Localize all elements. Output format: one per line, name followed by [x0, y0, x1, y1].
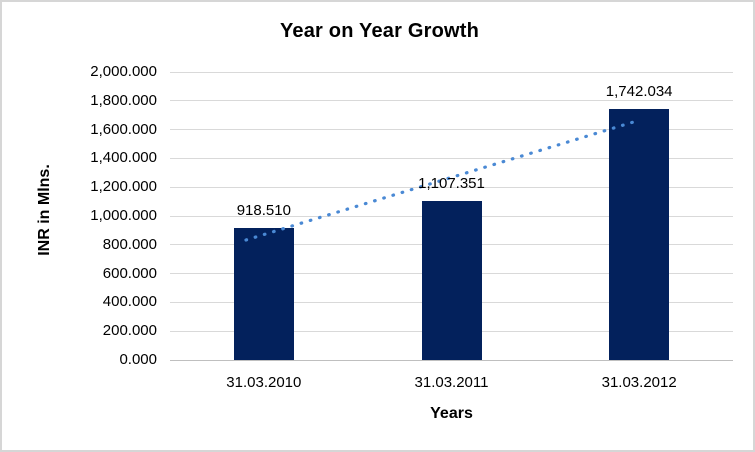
y-tick-label: 1,200.000: [90, 178, 157, 196]
x-axis-title: Years: [430, 405, 473, 422]
bar-value-label: 918.510: [236, 201, 291, 219]
y-tick-label: 1,800.000: [90, 91, 157, 109]
y-tick-label: 0.000: [119, 351, 157, 368]
y-tick-label: 600.000: [102, 264, 157, 282]
y-tick-label: 400.000: [102, 293, 157, 311]
chart-title: Year on Year Growth: [279, 20, 480, 42]
bar-31.03.2012[interactable]: [609, 109, 670, 360]
bar-31.03.2011[interactable]: [421, 200, 482, 360]
bar-value-label: 1,107.351: [418, 174, 485, 192]
x-tick-label: 31.03.2010: [226, 374, 302, 391]
plot-area: [170, 71, 733, 361]
bar-31.03.2010[interactable]: [233, 227, 294, 360]
linear-trendline[interactable]: [244, 118, 642, 242]
x-tick-label: 31.03.2011: [414, 374, 489, 391]
gridline: [170, 100, 733, 102]
x-axis-line: [170, 360, 733, 361]
y-tick-label: 2,000.000: [90, 63, 157, 80]
y-tick-label: 1,600.000: [90, 120, 157, 138]
y-tick-label: 1,400.000: [90, 149, 157, 167]
x-tick-label: 31.03.2012: [601, 374, 677, 391]
y-tick-label: 200.000: [102, 322, 157, 340]
gridline: [170, 157, 733, 159]
y-tick-label: 1,000.000: [90, 207, 157, 224]
bar-value-label: 1,742.034: [605, 83, 673, 101]
gridline: [170, 129, 733, 131]
gridline: [170, 186, 733, 188]
y-tick-label: 800.000: [102, 235, 157, 253]
trendline-layer: [244, 118, 642, 242]
gridline: [170, 71, 733, 73]
